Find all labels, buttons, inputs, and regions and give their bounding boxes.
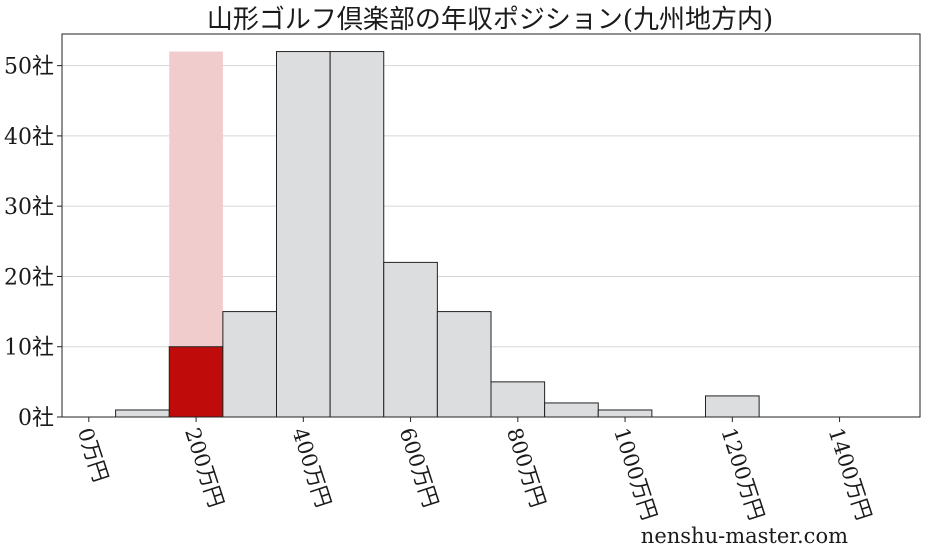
histogram-bar [436,311,492,418]
site-credit: nenshu-master.com [641,524,848,548]
plot-frame [61,33,921,418]
highlight-bar [168,346,224,418]
y-tick-label: 30社 [4,195,54,220]
histogram-bar [329,51,385,418]
y-tick-label: 40社 [4,125,54,150]
y-tick-label: 50社 [4,55,54,80]
y-axis-ticks: 0社 10社 20社 30社 40社 50社 [4,55,62,431]
x-tick-label: 0万円 [73,425,113,485]
x-tick-label: 800万円 [502,425,550,510]
y-tick-label: 20社 [4,265,54,290]
x-tick-label: 1200万円 [716,425,768,523]
histogram-bar [490,381,546,418]
histogram-bar [222,311,277,418]
histogram-bar [705,395,760,418]
x-tick-label: 1000万円 [609,425,661,523]
histogram-bar [276,51,331,418]
x-tick-label: 400万円 [287,425,335,510]
bars-layer [115,51,760,418]
chart-title: 山形ゴルフ倶楽部の年収ポジション(九州地方内) [207,5,773,35]
histogram-bar [383,261,438,418]
x-tick-label: 200万円 [180,425,228,510]
histogram-bar [544,402,599,418]
x-axis-ticks: 0万円 200万円 400万円 600万円 800万円 1000万円 1200万円 1400万… [73,417,876,523]
x-tick-label: 1400万円 [824,425,876,523]
histogram-bar [597,409,653,418]
y-tick-label: 10社 [4,336,54,361]
x-tick-label: 600万円 [395,425,443,510]
histogram-bar [115,409,170,418]
y-tick-label: 0社 [18,406,54,431]
